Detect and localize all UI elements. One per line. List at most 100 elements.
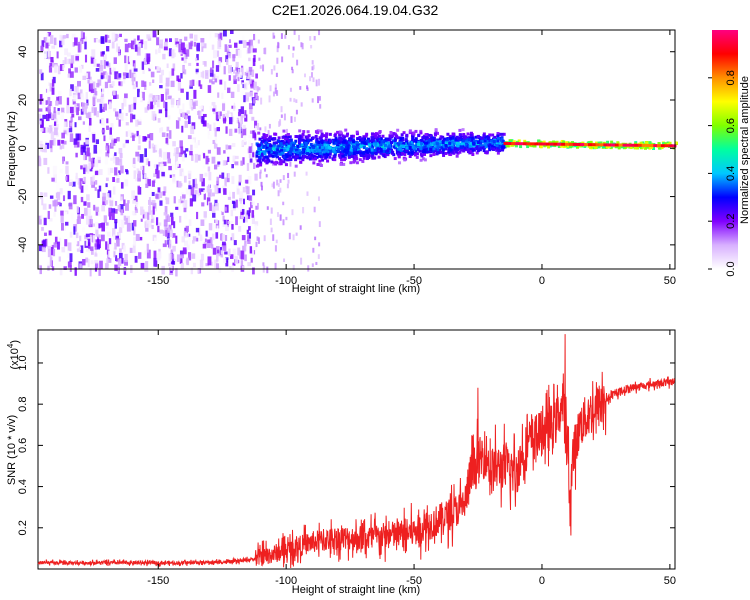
- heatmap-cell: [165, 77, 170, 87]
- y-scale-factor: (x104): [6, 340, 21, 370]
- heatmap-cell: [98, 267, 101, 276]
- heatmap-cell: [77, 178, 81, 185]
- heatmap-cell: [155, 193, 159, 199]
- heatmap-cell: [264, 138, 268, 142]
- heatmap-cell: [73, 235, 78, 245]
- heatmap-cell: [252, 58, 256, 67]
- heatmap-cell: [279, 162, 283, 166]
- heatmap-cell: [69, 253, 73, 263]
- heatmap-cell: [140, 166, 144, 171]
- heatmap-cell: [108, 258, 112, 263]
- heatmap-cell: [120, 40, 125, 47]
- heatmap-cell: [471, 148, 475, 152]
- heatmap-cell: [54, 64, 58, 73]
- heatmap-cell: [228, 44, 232, 49]
- heatmap-cell: [111, 81, 115, 87]
- heatmap-cell: [261, 136, 265, 140]
- heatmap-cell: [156, 253, 161, 261]
- heatmap-cell: [101, 119, 105, 126]
- heatmap-cell: [92, 175, 95, 182]
- heatmap-cell: [323, 152, 327, 156]
- heatmap-cell: [311, 66, 314, 71]
- heatmap-cell: [580, 143, 585, 147]
- y-tick-label: 0.8: [17, 397, 29, 412]
- heatmap-cell: [72, 42, 75, 47]
- heatmap-cell: [320, 146, 324, 150]
- heatmap-cell: [121, 257, 124, 264]
- heatmap-cell: [237, 68, 240, 78]
- heatmap-cell: [519, 145, 523, 149]
- heatmap-cell: [190, 125, 195, 135]
- heatmap-cell: [67, 261, 72, 268]
- heatmap-cell: [109, 67, 112, 75]
- heatmap-cell: [439, 135, 443, 139]
- heatmap-cell: [379, 147, 383, 151]
- heatmap-cell: [294, 164, 298, 168]
- heatmap-cell: [333, 134, 337, 138]
- heatmap-cell: [148, 220, 153, 228]
- heatmap-cell: [188, 185, 192, 190]
- heatmap-cell: [378, 131, 382, 135]
- heatmap-cell: [249, 107, 253, 115]
- heatmap-cell: [336, 139, 340, 143]
- heatmap-cell: [185, 49, 190, 57]
- heatmap-cell: [314, 236, 317, 241]
- heatmap-cell: [488, 133, 492, 137]
- heatmap-cell: [202, 43, 207, 49]
- heatmap-cell: [448, 152, 452, 156]
- heatmap-cell: [305, 171, 308, 176]
- heatmap-cell: [602, 141, 606, 145]
- heatmap-cell: [248, 103, 253, 110]
- heatmap-cell: [156, 99, 160, 108]
- heatmap-cell: [478, 148, 482, 152]
- heatmap-cell: [96, 111, 100, 118]
- heatmap-cell: [145, 158, 149, 166]
- heatmap-cell: [89, 80, 93, 85]
- heatmap-cell: [292, 141, 296, 145]
- heatmap-cell: [148, 197, 151, 206]
- heatmap-cell: [132, 211, 137, 216]
- heatmap-cell: [142, 69, 145, 74]
- heatmap-cell: [124, 93, 128, 99]
- heatmap-cell: [41, 199, 44, 206]
- heatmap-cell: [98, 223, 101, 229]
- heatmap-cell: [103, 103, 107, 111]
- heatmap-cell: [85, 257, 89, 263]
- heatmap-cell: [240, 260, 244, 266]
- heatmap-cell: [147, 106, 151, 110]
- heatmap-cell: [289, 87, 292, 92]
- heatmap-cell: [64, 239, 68, 247]
- heatmap-cell: [401, 138, 405, 142]
- heatmap-cell: [84, 73, 89, 79]
- heatmap-cell: [115, 94, 119, 99]
- heatmap-cell: [89, 83, 94, 90]
- heatmap-cell: [412, 131, 416, 135]
- heatmap-cell: [153, 170, 157, 178]
- heatmap-cell: [316, 146, 320, 150]
- heatmap-cell: [59, 64, 64, 71]
- heatmap-cell: [226, 110, 230, 119]
- heatmap-cell: [40, 119, 44, 128]
- heatmap-cell: [207, 256, 212, 266]
- heatmap-cell: [484, 145, 488, 149]
- heatmap-cell: [589, 146, 593, 150]
- heatmap-cell: [163, 100, 166, 109]
- heatmap-cell: [238, 225, 242, 232]
- heatmap-cell: [145, 177, 149, 185]
- heatmap-cell: [396, 152, 400, 156]
- heatmap-cell: [282, 147, 286, 151]
- heatmap-cell: [339, 162, 343, 166]
- heatmap-cell: [97, 39, 101, 43]
- heatmap-cell: [274, 245, 277, 252]
- heatmap-cell: [183, 150, 187, 154]
- heatmap-cell: [398, 139, 402, 143]
- heatmap-cell: [483, 145, 487, 149]
- heatmap-cell: [366, 151, 370, 155]
- heatmap-cell: [243, 95, 246, 103]
- heatmap-cell: [251, 215, 256, 225]
- heatmap-cell: [171, 68, 175, 76]
- heatmap-cell: [179, 250, 184, 256]
- heatmap-cell: [289, 97, 292, 102]
- heatmap-cell: [100, 234, 105, 242]
- heatmap-cell: [327, 145, 331, 149]
